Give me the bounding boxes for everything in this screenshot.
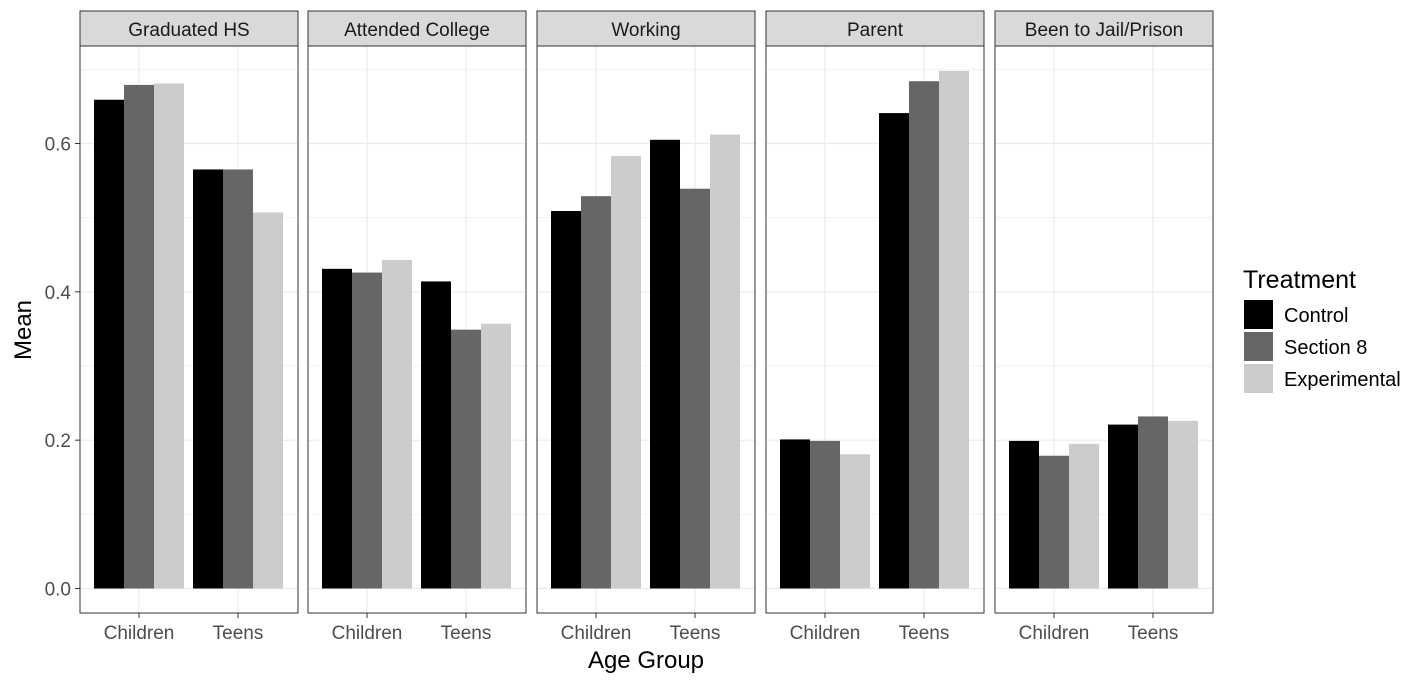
x-tick-label: Children xyxy=(1019,623,1090,644)
facet-strip xyxy=(994,10,1214,47)
legend-key xyxy=(1244,364,1273,393)
legend-label: Experimental xyxy=(1284,369,1401,391)
y-axis: 0.0 0.2 0.4 0.6 xyxy=(45,135,80,601)
bar xyxy=(650,139,680,589)
bar xyxy=(154,83,184,589)
bar xyxy=(840,454,870,589)
facet-title: Been to Jail/Prison xyxy=(1025,20,1183,41)
facet-title: Graduated HS xyxy=(128,20,249,41)
x-tick-label: Teens xyxy=(441,623,492,644)
bar xyxy=(680,188,710,589)
facet-panel: Working Children Teens xyxy=(536,10,756,644)
bar xyxy=(1039,455,1069,589)
panel-border xyxy=(765,45,985,614)
bar xyxy=(879,113,909,589)
facet-title: Parent xyxy=(847,20,904,41)
bar xyxy=(581,196,611,589)
x-tick-label: Children xyxy=(561,623,632,644)
y-axis-title: Mean xyxy=(10,300,37,360)
facet-panel: Parent Children Teens xyxy=(765,10,985,644)
facet-panel: Graduated HS Children Teens xyxy=(79,10,299,644)
bar xyxy=(223,169,253,589)
bar xyxy=(710,134,740,589)
bar xyxy=(810,440,840,589)
facet-title: Working xyxy=(611,20,680,41)
legend-key xyxy=(1244,332,1273,361)
y-tick-label: 0.6 xyxy=(45,135,71,156)
x-tick-label: Children xyxy=(332,623,403,644)
panel-border xyxy=(79,45,299,614)
bar xyxy=(322,268,352,589)
bar xyxy=(909,81,939,589)
bar xyxy=(481,323,511,589)
bar xyxy=(382,259,412,589)
bar xyxy=(1009,440,1039,589)
bar xyxy=(1138,416,1168,589)
facet-strip xyxy=(536,10,756,47)
x-tick-label: Children xyxy=(790,623,861,644)
legend-title: Treatment xyxy=(1243,266,1356,294)
bar xyxy=(124,84,154,589)
bar xyxy=(551,210,581,589)
bar xyxy=(780,439,810,589)
bar xyxy=(94,99,124,589)
bar xyxy=(193,169,223,589)
bar xyxy=(1069,443,1099,589)
panel-border xyxy=(307,45,527,614)
bar xyxy=(1108,424,1138,589)
bar xyxy=(421,281,451,589)
bar xyxy=(352,272,382,589)
legend-key xyxy=(1244,300,1273,329)
bar xyxy=(939,70,969,589)
facet-panel: Been to Jail/Prison Children Teens xyxy=(994,10,1214,644)
bar xyxy=(611,156,641,589)
x-tick-label: Children xyxy=(104,623,175,644)
x-tick-label: Teens xyxy=(899,623,950,644)
x-tick-label: Teens xyxy=(213,623,264,644)
x-axis-title: Age Group xyxy=(588,647,704,674)
legend-label: Control xyxy=(1284,305,1348,327)
panel-border xyxy=(994,45,1214,614)
panel-border xyxy=(536,45,756,614)
x-tick-label: Teens xyxy=(670,623,721,644)
legend-label: Section 8 xyxy=(1284,337,1367,359)
y-tick-label: 0.4 xyxy=(45,283,72,304)
facet-panel: Attended College Children Teens xyxy=(307,10,527,644)
bar xyxy=(1168,420,1198,589)
bar xyxy=(253,212,283,589)
x-tick-label: Teens xyxy=(1128,623,1179,644)
facet-strip xyxy=(79,10,299,47)
bar xyxy=(451,329,481,589)
y-tick-label: 0.2 xyxy=(45,431,71,452)
facet-title: Attended College xyxy=(344,20,490,41)
legend: Treatment Control Section 8 Experimental xyxy=(1243,266,1401,393)
y-tick-label: 0.0 xyxy=(45,580,71,601)
